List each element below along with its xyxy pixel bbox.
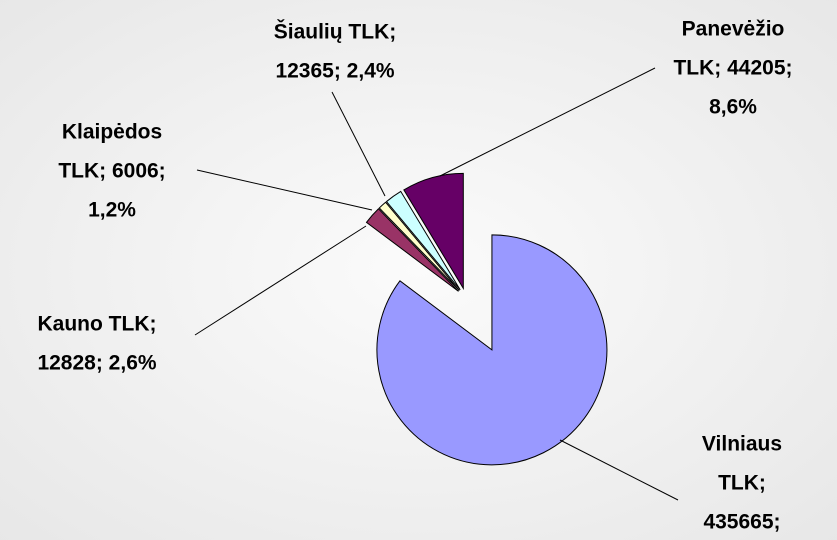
pie-slice: [378, 201, 460, 291]
data-label: 12365; 2,4%: [275, 60, 394, 83]
leader-line: [196, 169, 373, 211]
data-label: TLK;: [718, 472, 766, 495]
pie-slice: [403, 172, 464, 291]
data-label: Panevėžio: [682, 18, 785, 41]
leader-line: [559, 439, 679, 501]
data-label: Kauno TLK;: [38, 313, 157, 336]
data-label: 1,2%: [88, 199, 136, 222]
leader-line: [331, 91, 386, 197]
data-label: 12828; 2,6%: [37, 352, 156, 375]
pie-slice: [365, 208, 459, 292]
data-label: 8,6%: [709, 96, 757, 119]
data-label: TLK; 44205;: [673, 57, 792, 80]
leader-line: [194, 225, 367, 336]
data-label: Vilniaus: [702, 433, 782, 456]
data-label: Klaipėdos: [62, 121, 162, 144]
data-label: TLK; 6006;: [58, 160, 165, 183]
data-label: 435665;: [703, 511, 780, 534]
pie-slice: [376, 234, 608, 466]
leader-line: [439, 67, 656, 177]
pie-slice: [385, 190, 461, 291]
data-label: Šiaulių TLK;: [274, 20, 397, 44]
